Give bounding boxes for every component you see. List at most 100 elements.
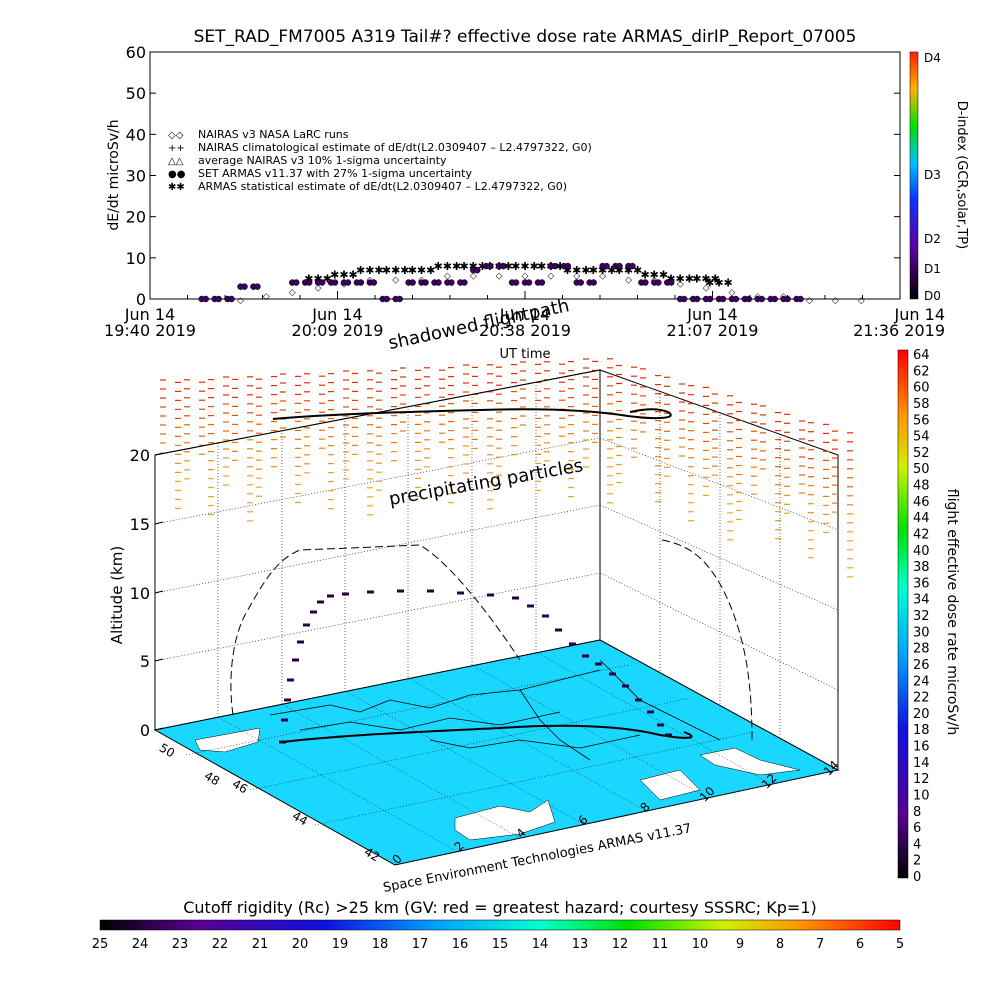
flight-profile-mark xyxy=(317,600,324,604)
armas-measured-point xyxy=(732,295,740,303)
legend: ◇◇ NAIRAS v3 NASA LaRC runs ++ NAIRAS clima… xyxy=(168,128,592,193)
armas-measured-point xyxy=(370,279,378,286)
armas-measured-point xyxy=(435,279,442,286)
dose-rate-tick-label: 62 xyxy=(913,364,930,379)
armas-measured-point xyxy=(357,279,365,286)
flight-profile-mark xyxy=(582,654,589,658)
dose-rate-tick-label: 16 xyxy=(913,740,930,755)
legend-symbol: △△ xyxy=(168,156,184,167)
armas-measured-point xyxy=(655,279,662,286)
floor-map xyxy=(153,639,840,866)
legend-label: NAIRAS climatological estimate of dE/dt(… xyxy=(198,141,592,154)
shadow-back-wall xyxy=(230,544,521,716)
armas-stat-point: ✱✱✱ xyxy=(640,268,668,281)
armas-measured-point xyxy=(396,295,403,303)
flight-profile-mark xyxy=(665,733,672,737)
d-index-tick-label: D0 xyxy=(924,289,941,303)
armas-measured-point xyxy=(745,295,753,303)
armas-stat-point: ✱✱✱ xyxy=(356,264,384,277)
dose-rate-tick-label: 48 xyxy=(913,479,930,494)
armas-measured-point xyxy=(590,279,597,286)
top-y-tick-label: 50 xyxy=(126,84,146,103)
flight-profile-mark xyxy=(622,684,629,688)
flight-profile-mark xyxy=(487,593,494,597)
armas-measured-point xyxy=(512,279,520,286)
altitude-tick-label: 10 xyxy=(130,584,150,603)
flight-profile-mark xyxy=(512,596,519,600)
cutoff-rigidity-tick-label: 6 xyxy=(856,937,864,952)
armas-measured-point xyxy=(629,262,636,270)
flight-profile-mark xyxy=(284,698,291,702)
dose-rate-tick-label: 0 xyxy=(913,870,921,885)
altitude-tick-mark xyxy=(154,521,164,525)
nairas-point: ◇ xyxy=(237,296,244,306)
top-y-tick-label: 10 xyxy=(126,249,146,268)
dose-rate-tick-label: 46 xyxy=(913,495,930,510)
flight-profile-mark xyxy=(527,604,534,608)
armas-measured-point xyxy=(409,279,416,286)
dose-rate-tick-label: 26 xyxy=(913,658,930,673)
nairas-point: ◇ xyxy=(315,284,322,294)
dose-rate-tick-label: 8 xyxy=(913,805,921,820)
dose-rate-tick-label: 12 xyxy=(913,772,930,787)
cutoff-rigidity-tick-label: 23 xyxy=(172,937,189,952)
armas-measured-point xyxy=(305,279,313,286)
armas-measured-point xyxy=(680,295,688,303)
armas-measured-point xyxy=(758,295,766,303)
nairas-point: ◇ xyxy=(392,275,399,285)
nairas-point: ◇ xyxy=(858,296,865,306)
dose-rate-tick-label: 14 xyxy=(913,756,930,771)
armas-measured-point xyxy=(344,279,352,286)
armas-measured-point xyxy=(538,279,546,286)
armas-measured-point xyxy=(577,279,584,286)
armas-measured-point xyxy=(642,279,649,286)
shadow-right-wall xyxy=(661,539,753,741)
nairas-point: ◇ xyxy=(703,284,710,294)
flight-profile-mark xyxy=(569,642,576,646)
armas-stat-point: ✱✱✱ xyxy=(705,277,733,290)
nairas-point: ◇ xyxy=(496,271,503,281)
legend-label: average NAIRAS v3 10% 1-sigma uncertaint… xyxy=(198,154,447,167)
d-index-tick-label: D2 xyxy=(924,232,941,246)
armas-measured-point xyxy=(215,295,222,303)
armas-stat-point: ✱✱✱ xyxy=(408,264,436,277)
shadowed-flightpath-line xyxy=(272,408,672,420)
flight-profile-mark xyxy=(555,628,562,632)
armas-measured-point xyxy=(292,279,300,286)
top-y-tick-label: 60 xyxy=(126,43,146,62)
nairas-point: ◇ xyxy=(547,271,554,281)
flight-profile-mark xyxy=(657,723,664,727)
top-y-axis: 0 10 20 30 40 50 60 xyxy=(126,43,900,309)
armas-stat-point: ✱✱✱ xyxy=(434,260,462,273)
flight-profile-mark xyxy=(342,592,349,596)
cutoff-rigidity-tick-label: 25 xyxy=(92,937,109,952)
armas-stat-point: ✱✱✱ xyxy=(382,264,410,277)
nairas-point: ◇ xyxy=(444,271,451,281)
armas-measured-point xyxy=(422,279,429,286)
latitude-tick-label: 44 xyxy=(290,809,310,829)
cutoff-rigidity-colorbar: Cutoff rigidity (Rc) >25 km (GV: red = g… xyxy=(92,898,904,952)
armas-measured-point xyxy=(474,266,481,274)
flight-profile-mark xyxy=(281,718,288,722)
cutoff-rigidity-tick-label: 21 xyxy=(252,937,269,952)
flight-profile-mark xyxy=(292,658,299,662)
dose-rate-tick-label: 34 xyxy=(913,593,930,608)
d-index-colorbar xyxy=(909,51,919,300)
top-y-tick-label: 40 xyxy=(126,125,146,144)
top-x-tick-date: Jun 14 xyxy=(499,305,550,324)
armas-measured-point xyxy=(797,295,804,303)
top-x-tick-date: Jun 14 xyxy=(686,305,737,324)
armas-measured-point xyxy=(448,279,455,286)
dose-rate-tick-label: 56 xyxy=(913,413,930,428)
dose-rate-tick-label: 28 xyxy=(913,642,930,657)
dose-rate-tick-label: 54 xyxy=(913,430,930,445)
cutoff-rigidity-tick-label: 5 xyxy=(896,937,904,952)
flight-profile-mark xyxy=(427,589,434,593)
flight-profile-mark xyxy=(327,594,334,598)
flight-profile-mark xyxy=(609,672,616,676)
dose-rate-tick-label: 36 xyxy=(913,576,930,591)
dose-rate-tick-label: 52 xyxy=(913,446,930,461)
